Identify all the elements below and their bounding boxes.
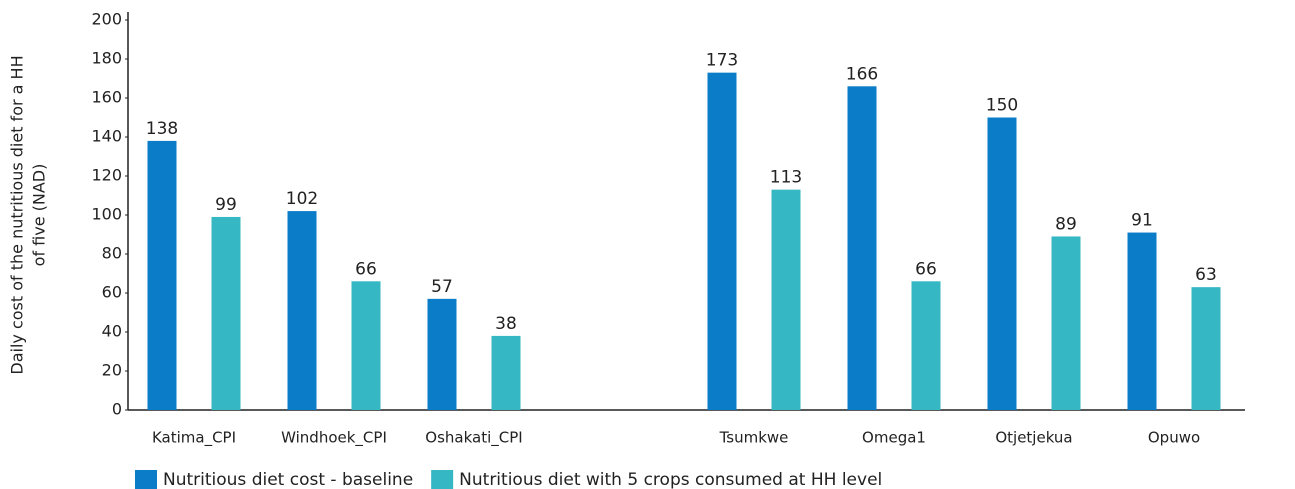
y-tick-label: 120 [91, 166, 122, 185]
y-axis-label-line: Daily cost of the nutritious diet for a … [8, 55, 27, 374]
x-tick-label: Otjetjekua [995, 429, 1072, 447]
legend-label: Nutritious diet with 5 crops consumed at… [459, 470, 882, 489]
value-label: 57 [431, 277, 453, 297]
value-label: 91 [1131, 211, 1153, 231]
bar [491, 335, 521, 410]
value-label: 99 [215, 195, 237, 215]
y-tick-label: 60 [102, 283, 122, 302]
y-axis-label-line: of five (NAD) [30, 164, 49, 267]
bar [771, 189, 801, 410]
value-label: 63 [1195, 265, 1217, 285]
value-label: 102 [286, 189, 318, 209]
value-label: 89 [1055, 214, 1077, 234]
x-tick-label: Opuwo [1148, 429, 1200, 447]
value-label: 113 [770, 168, 802, 188]
bar [147, 140, 177, 410]
x-tick-label: Tsumkwe [719, 429, 789, 447]
bar [987, 117, 1017, 410]
bar [707, 72, 737, 411]
bar [1051, 236, 1081, 410]
y-tick-label: 40 [102, 322, 122, 341]
bar [1191, 287, 1221, 410]
bar [287, 211, 317, 410]
value-label: 173 [706, 51, 738, 71]
x-tick-label: Oshakati_CPI [425, 429, 522, 448]
y-tick-label: 80 [102, 244, 122, 263]
bar [427, 298, 457, 410]
bar [211, 216, 241, 410]
value-label: 38 [495, 314, 517, 334]
x-tick-label: Omega1 [862, 429, 926, 447]
y-tick-label: 180 [91, 49, 122, 68]
x-tick-label: Katima_CPI [152, 429, 236, 448]
y-tick-label: 140 [91, 127, 122, 146]
bar [911, 281, 941, 410]
y-tick-label: 200 [91, 10, 122, 29]
value-label: 166 [846, 64, 878, 84]
y-tick-label: 20 [102, 361, 122, 380]
legend-label: Nutritious diet cost - baseline [163, 470, 413, 489]
y-tick-label: 160 [91, 88, 122, 107]
value-label: 66 [355, 259, 377, 279]
y-tick-label: 0 [112, 400, 122, 419]
legend-swatch [431, 470, 454, 489]
bar [847, 86, 877, 411]
value-label: 150 [986, 96, 1018, 116]
bar [1127, 232, 1157, 410]
y-tick-label: 100 [91, 205, 122, 224]
value-label: 66 [915, 259, 937, 279]
y-axis-label: Daily cost of the nutritious diet for a … [8, 55, 49, 374]
value-label: 138 [146, 119, 178, 139]
bar [351, 281, 381, 410]
x-tick-label: Windhoek_CPI [281, 429, 387, 448]
legend-swatch [135, 470, 157, 489]
